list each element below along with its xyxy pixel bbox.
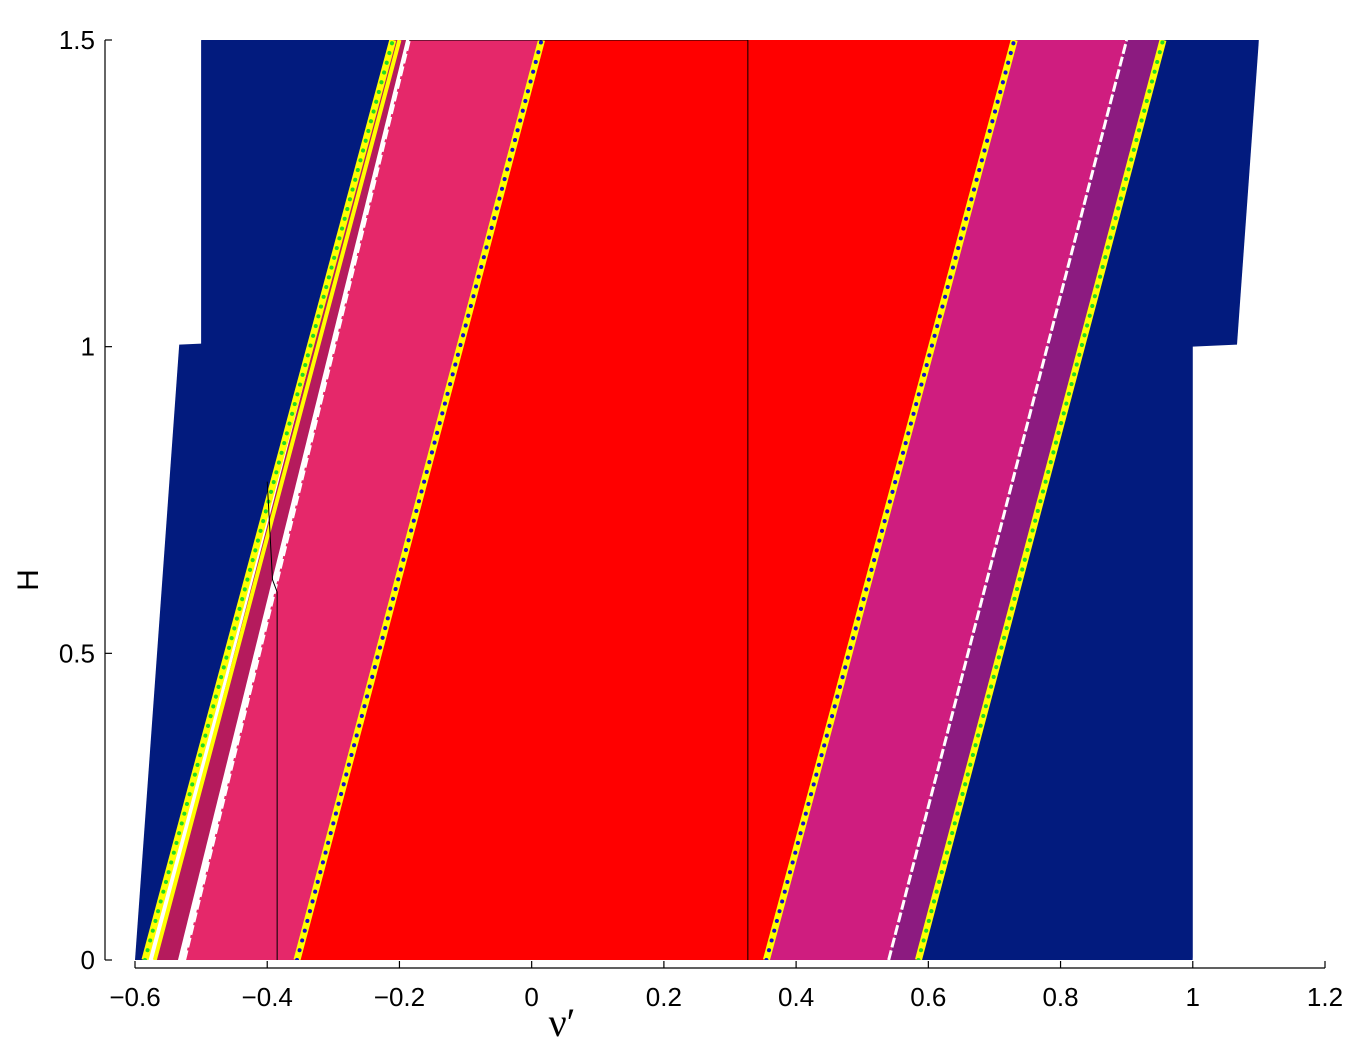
region-5 — [888, 40, 1164, 960]
y-tick-label-1: 0.5 — [59, 638, 95, 668]
x-tick-label-2: −0.2 — [374, 982, 425, 1012]
region-3 — [300, 40, 1015, 960]
y-tick-label-0: 0 — [81, 945, 95, 975]
y-tick-label-2: 1 — [81, 332, 95, 362]
x-tick-label-6: 0.6 — [910, 982, 946, 1012]
boundary-line-2 — [183, 40, 411, 960]
x-tick-label-3: 0 — [524, 982, 538, 1012]
y-axis-label: H — [12, 569, 45, 591]
region-2 — [184, 40, 540, 960]
boundary-line-1 — [152, 40, 402, 960]
boundary-line-4 — [762, 40, 1018, 960]
x-tick-label-7: 0.8 — [1042, 982, 1078, 1012]
boundary-line-3 — [293, 40, 545, 960]
boundary-line-5 — [887, 40, 1129, 960]
boundary-lines-layer — [141, 40, 1167, 960]
x-tick-label-9: 1.2 — [1307, 982, 1343, 1012]
region-6 — [918, 40, 1259, 960]
region-4 — [769, 40, 1127, 960]
axis-labels: ν′ H — [12, 569, 575, 1043]
x-tick-label-4: 0.2 — [646, 982, 682, 1012]
x-tick-label-5: 0.4 — [778, 982, 814, 1012]
x-tick-label-0: −0.6 — [109, 982, 160, 1012]
x-tick-label-1: −0.4 — [242, 982, 293, 1012]
axes-layer: −0.6 −0.4 −0.2 0 0.2 0.4 0.6 0.8 1 1.2 0 0.5 1 1.5 — [59, 25, 1343, 1012]
black-line-0 — [266, 481, 278, 960]
boundary-line-6 — [915, 40, 1167, 960]
x-axis-label: ν′ — [549, 1000, 576, 1043]
boundary-line-0 — [141, 40, 397, 960]
y-tick-label-3: 1.5 — [59, 25, 95, 55]
x-tick-label-8: 1 — [1186, 982, 1200, 1012]
